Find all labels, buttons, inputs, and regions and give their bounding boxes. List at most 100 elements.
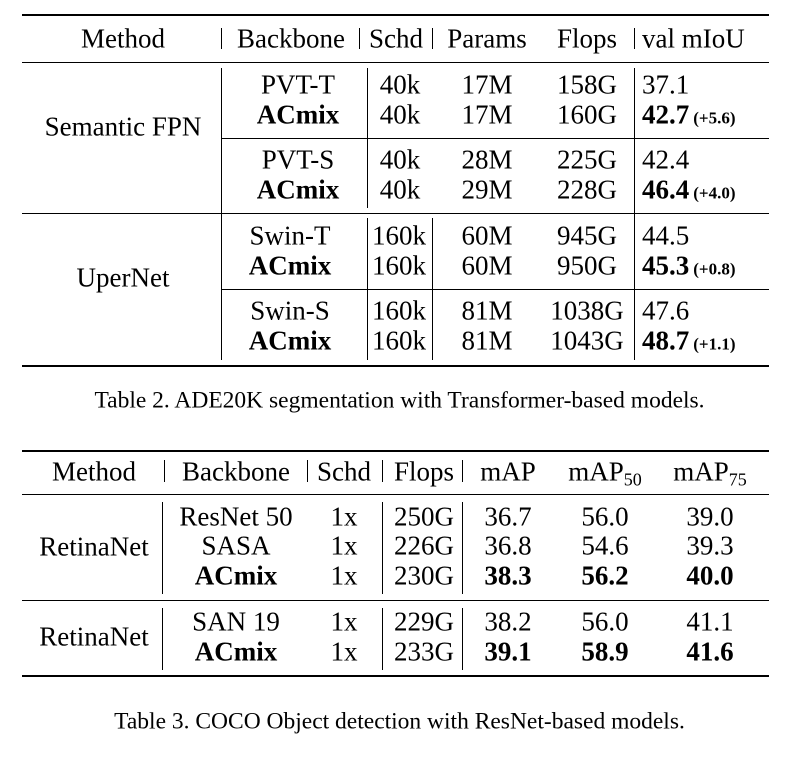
miou-gain: (+5.6) [693, 108, 736, 128]
header-rule [22, 494, 769, 495]
map-cell: 38.2 [484, 606, 532, 637]
table-3: Method Backbone Schd Flops mAP mAP50 mAP… [22, 450, 769, 677]
miou-value: 46.4 [642, 174, 690, 205]
schd-cell: 1x [330, 530, 358, 561]
pair-rule [222, 138, 769, 139]
map-cell: 36.8 [484, 530, 532, 561]
backbone-cell-acmix: ACmix [248, 325, 332, 356]
miou-cell-acmix: 45.3 (+0.8) [642, 250, 736, 281]
schd-cell: 160k [372, 325, 426, 356]
map75-cell: 39.0 [686, 501, 734, 532]
method-retinanet: RetinaNet [39, 621, 149, 652]
method-semantic-fpn: Semantic FPN [44, 111, 202, 142]
params-cell: 81M [461, 325, 513, 356]
backbone-cell: Swin-S [250, 295, 330, 326]
header-schd: Schd [317, 456, 371, 487]
miou-gain: (+0.8) [693, 259, 736, 279]
miou-cell-acmix: 46.4 (+4.0) [642, 174, 736, 205]
header-map75: mAP75 [673, 458, 747, 489]
method-upernet: UperNet [76, 262, 170, 293]
miou-cell-acmix: 42.7 (+5.6) [642, 99, 736, 130]
flops-cell: 1038G [550, 295, 624, 326]
map50-cell-best: 56.2 [581, 560, 629, 591]
schd-cell: 160k [372, 295, 426, 326]
params-cell: 60M [461, 220, 513, 251]
miou-gain: (+4.0) [693, 183, 736, 203]
schd-cell: 160k [372, 220, 426, 251]
map50-cell: 54.6 [581, 530, 629, 561]
map50-label: mAP [568, 456, 624, 487]
separator [382, 502, 383, 594]
flops-cell: 250G [394, 501, 454, 532]
miou-value: 48.7 [642, 325, 690, 356]
header-method: Method [81, 23, 165, 54]
map75-cell-best: 40.0 [686, 560, 734, 591]
schd-cell: 160k [372, 250, 426, 281]
table-2-caption: Table 2. ADE20K segmentation with Transf… [94, 387, 705, 414]
miou-cell: 47.6 [642, 295, 690, 326]
flops-cell: 226G [394, 530, 454, 561]
table-2: Method Backbone Schd Params Flops val mI… [22, 14, 769, 367]
separator [432, 218, 433, 360]
miou-cell: 37.1 [642, 69, 690, 100]
miou-cell-acmix: 48.7 (+1.1) [642, 325, 736, 356]
schd-cell: 1x [330, 501, 358, 532]
params-cell: 17M [461, 99, 513, 130]
separator [307, 460, 308, 482]
flops-cell: 228G [557, 174, 617, 205]
miou-cell: 44.5 [642, 220, 690, 251]
flops-cell: 945G [557, 220, 617, 251]
header-backbone: Backbone [237, 23, 345, 54]
map75-cell-best: 41.6 [686, 636, 734, 667]
header-map50: mAP50 [568, 456, 642, 489]
backbone-cell: SASA [201, 530, 271, 561]
separator [634, 68, 635, 360]
separator [221, 28, 222, 49]
schd-cell: 1x [330, 636, 358, 667]
map50-cell-best: 58.9 [581, 636, 629, 667]
backbone-cell-acmix: ACmix [194, 560, 278, 591]
header-method: Method [52, 456, 136, 487]
map75-cell: 41.1 [686, 606, 734, 637]
separator [221, 68, 222, 360]
flops-cell: 950G [557, 250, 617, 281]
flops-cell: 233G [394, 636, 454, 667]
schd-cell: 40k [379, 99, 421, 130]
flops-cell: 229G [394, 606, 454, 637]
header-val-miou: val mIoU [642, 23, 745, 54]
miou-value: 42.7 [642, 99, 690, 130]
bottom-rule [22, 365, 769, 367]
backbone-cell-acmix: ACmix [256, 174, 340, 205]
header-backbone: Backbone [182, 456, 290, 487]
map75-subscript: 75 [728, 469, 747, 490]
flops-cell: 1043G [550, 325, 624, 356]
separator [162, 608, 163, 670]
map75-cell: 39.3 [686, 530, 734, 561]
schd-cell: 40k [379, 144, 421, 175]
miou-cell: 42.4 [642, 144, 690, 175]
backbone-cell-acmix: ACmix [256, 99, 340, 130]
backbone-cell: Swin-T [249, 220, 331, 251]
separator [382, 608, 383, 670]
map-cell-best: 39.1 [484, 636, 532, 667]
separator [367, 218, 368, 360]
schd-cell: 1x [330, 606, 358, 637]
map50-cell: 56.0 [581, 501, 629, 532]
separator [164, 460, 165, 482]
group-rule [22, 600, 769, 601]
group-rule [22, 213, 769, 214]
separator [462, 502, 463, 594]
map50-cell: 56.0 [581, 606, 629, 637]
header-schd: Schd [369, 23, 423, 54]
params-cell: 17M [461, 69, 513, 100]
pair-rule [222, 289, 769, 290]
miou-value: 45.3 [642, 250, 690, 281]
map50-subscript: 50 [623, 469, 642, 490]
params-cell: 29M [461, 174, 513, 205]
header-rule [22, 62, 769, 63]
params-cell: 60M [461, 250, 513, 281]
separator [382, 460, 383, 482]
header-map: mAP [480, 456, 536, 487]
separator [634, 28, 635, 49]
backbone-cell: ResNet 50 [179, 501, 293, 532]
